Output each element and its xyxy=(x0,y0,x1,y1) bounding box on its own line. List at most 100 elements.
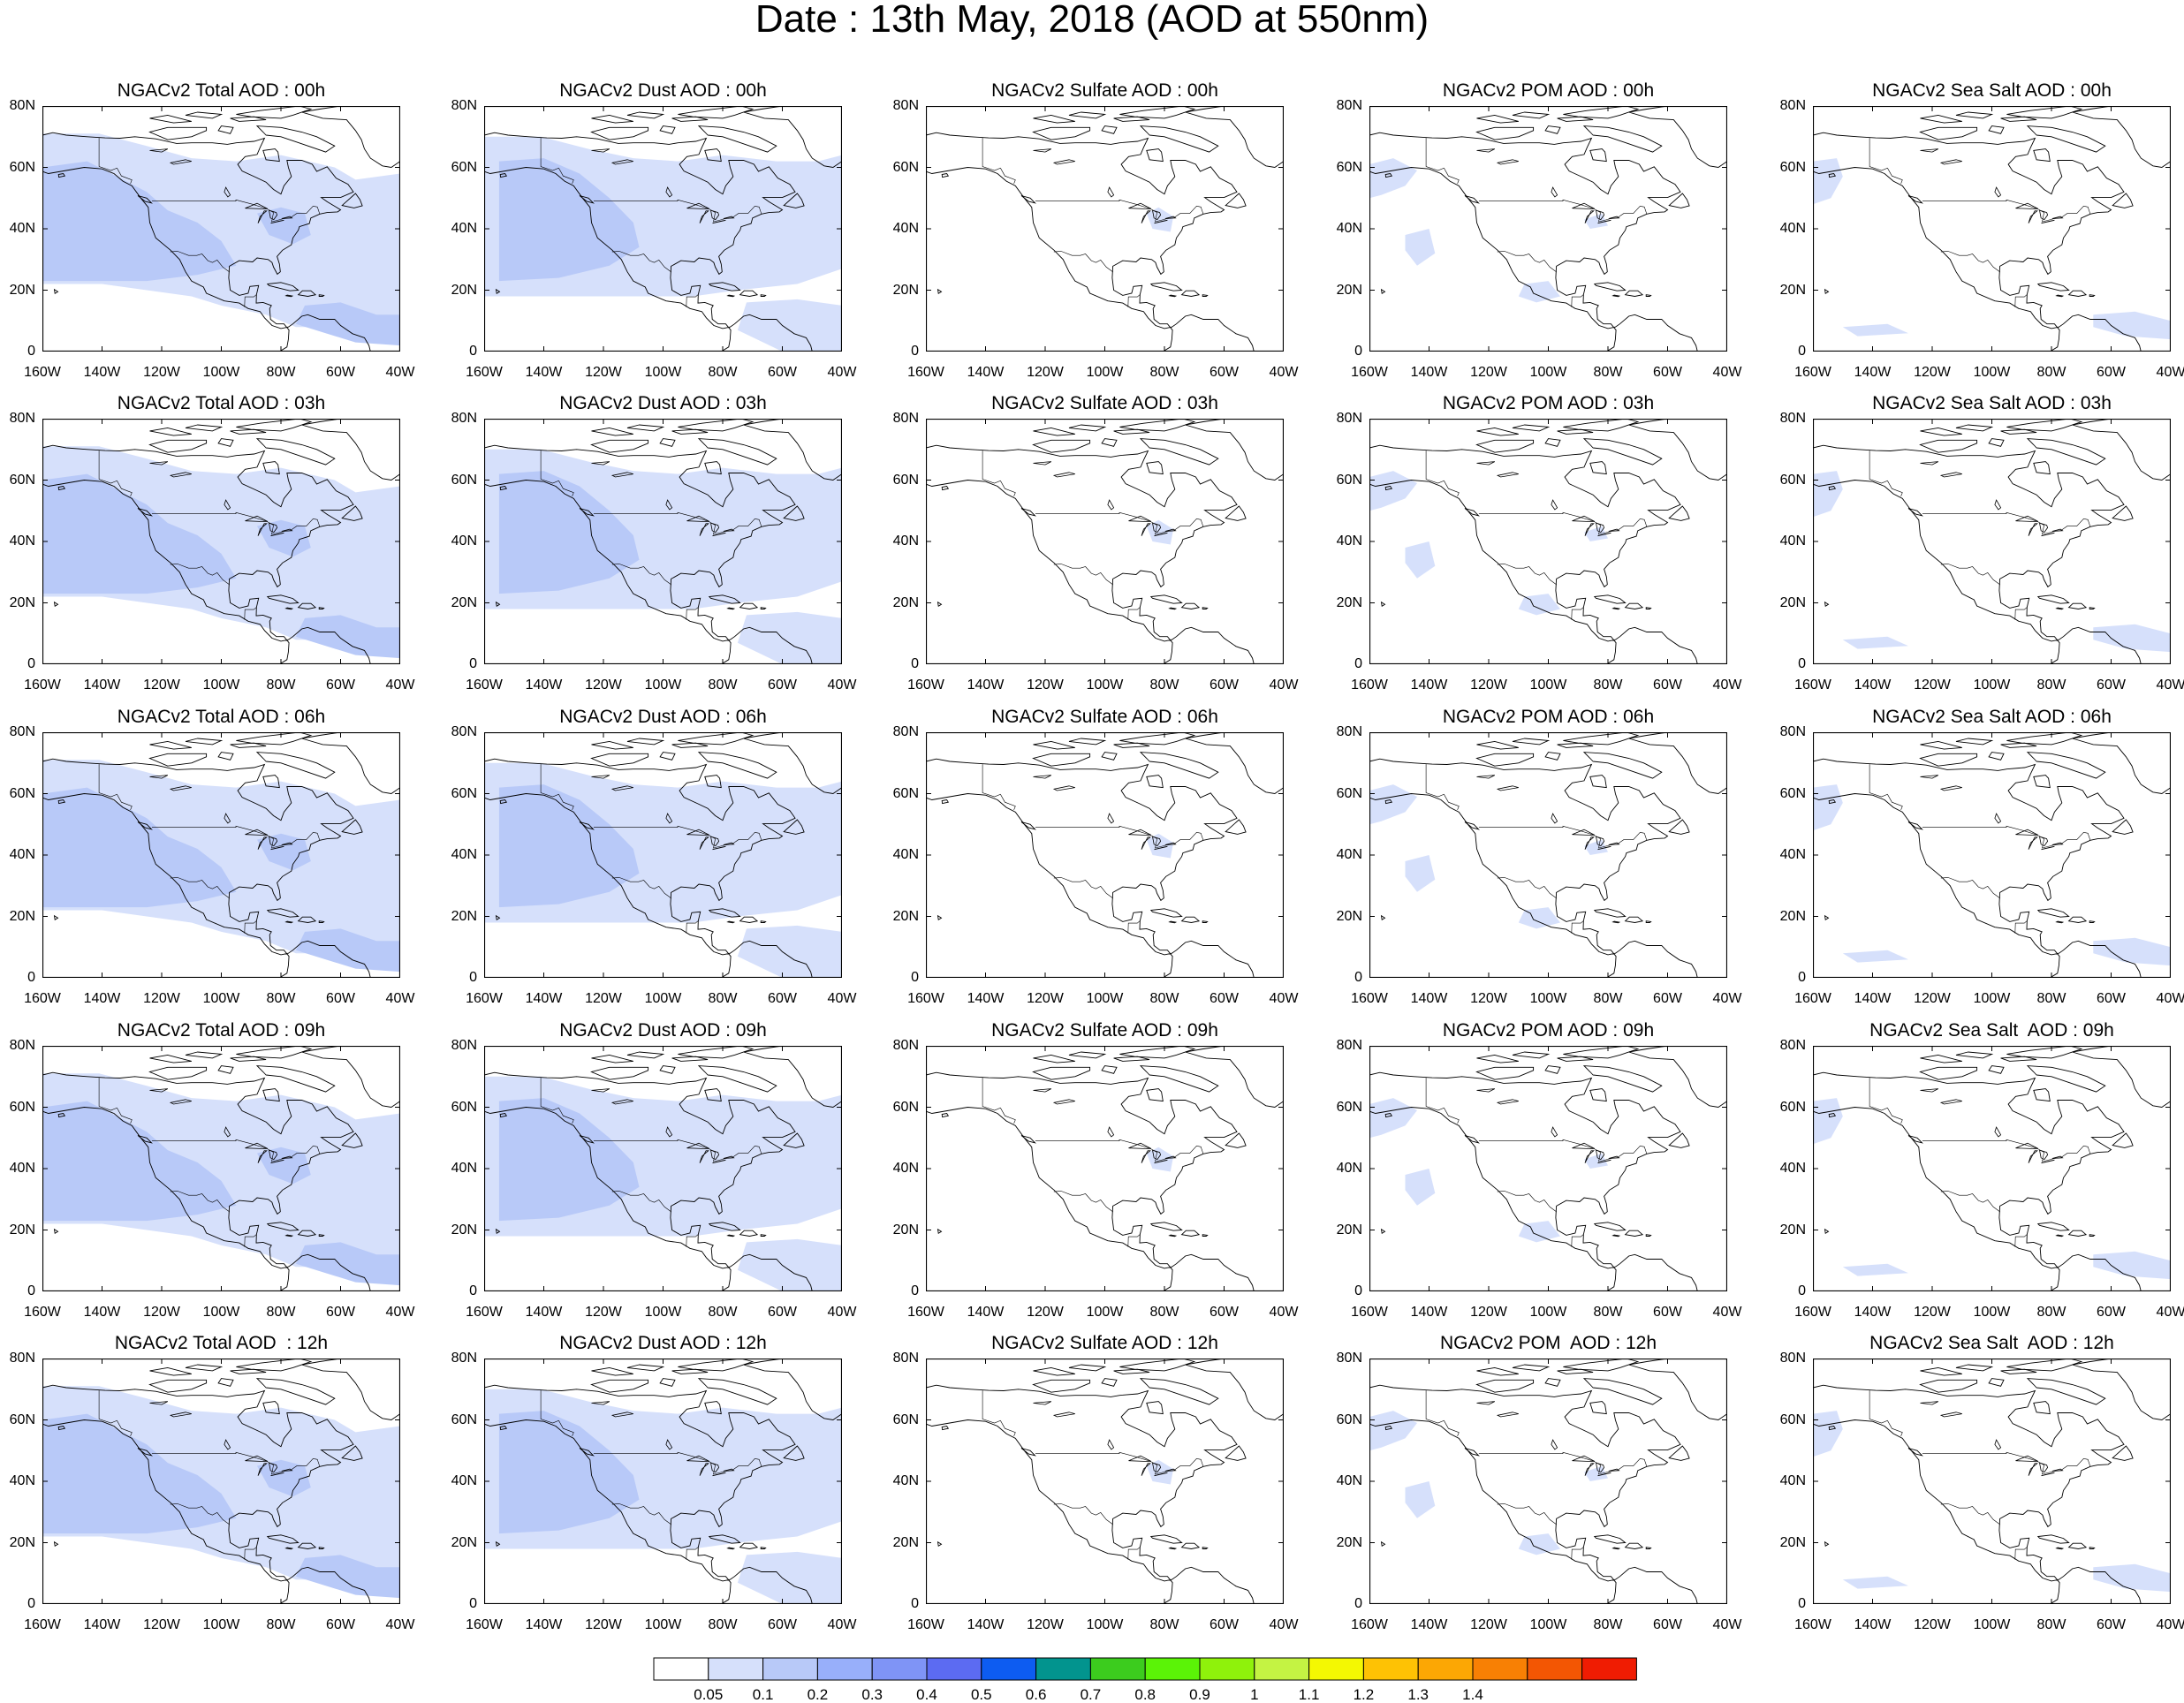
aod-fill-region xyxy=(295,1555,400,1599)
coastline xyxy=(2036,1534,2070,1544)
coastline xyxy=(2072,419,2171,481)
map-frame xyxy=(926,1046,1284,1291)
aod-fill-region xyxy=(295,615,400,659)
colorbar-tick-label: 1.2 xyxy=(1353,1686,1375,1703)
lake-outline xyxy=(1920,148,1938,153)
coastline xyxy=(1955,1364,1994,1372)
lon-tick-label: 160W xyxy=(466,1617,503,1632)
coastline xyxy=(1582,125,1663,153)
lon-tick-label: 100W xyxy=(1086,991,1124,1006)
lat-tick-label: 20N xyxy=(451,1534,477,1550)
coastline xyxy=(1628,1046,1727,1108)
coastline xyxy=(941,173,950,178)
aod-fill-region xyxy=(498,158,640,282)
lake-outline xyxy=(1939,159,1962,165)
coastline xyxy=(1920,427,1962,436)
lake-outline xyxy=(2015,1455,2038,1462)
coastline xyxy=(1180,290,1201,297)
lat-tick-label: 40N xyxy=(9,1161,35,1176)
country-border xyxy=(982,450,1016,497)
country-border xyxy=(98,138,133,185)
country-border xyxy=(1053,1191,1114,1213)
lake-outline xyxy=(1584,210,1595,223)
coastline xyxy=(1988,1065,2005,1074)
coastline xyxy=(297,602,317,609)
lake-outline xyxy=(709,522,720,534)
lon-tick-label: 80W xyxy=(708,1305,738,1320)
aod-fill-region xyxy=(42,1101,237,1222)
lon-tick-label: 100W xyxy=(1973,991,2011,1006)
coastline xyxy=(301,732,400,794)
lon-tick-label: 120W xyxy=(143,1305,180,1320)
coastline xyxy=(149,740,192,750)
map-frame xyxy=(1369,1046,1727,1291)
aod-fill-region xyxy=(2093,937,2171,966)
lake-outline xyxy=(699,210,709,223)
lon-tick-label: 100W xyxy=(202,677,240,693)
lon-tick-label: 100W xyxy=(1529,365,1567,380)
panel-title: NGACv2 POM AOD : 12h xyxy=(1439,1333,1657,1353)
coastline xyxy=(704,148,722,163)
panel-title: NGACv2 Dust AOD : 06h xyxy=(559,707,767,727)
lon-tick-label: 60W xyxy=(326,677,355,693)
coastline xyxy=(499,486,508,491)
lat-tick-label: 20N xyxy=(1336,908,1362,924)
coastline xyxy=(1828,799,1837,805)
aod-fill-region xyxy=(42,787,237,908)
lon-tick-label: 40W xyxy=(827,677,857,693)
lake-outline xyxy=(1584,1463,1595,1476)
coastline xyxy=(626,424,665,432)
colorbar-swatch xyxy=(1527,1657,1583,1681)
coastline xyxy=(1185,106,1284,168)
coastline xyxy=(1149,1534,1183,1544)
country-border xyxy=(170,877,231,899)
lon-tick-label: 80W xyxy=(2036,1617,2066,1632)
lake-outline xyxy=(1154,1472,1168,1477)
lon-tick-label: 100W xyxy=(202,991,240,1006)
coastline xyxy=(1139,1378,1219,1405)
coastline xyxy=(495,601,501,608)
coastline xyxy=(1032,126,1091,140)
coastline xyxy=(783,1132,805,1148)
coastline xyxy=(301,106,400,168)
lat-tick-label: 0 xyxy=(911,1283,919,1298)
lake-outline xyxy=(1597,1472,1611,1477)
map-plot xyxy=(1369,1359,1727,1604)
coastline xyxy=(318,607,325,609)
lat-tick-label: 60N xyxy=(451,1099,477,1115)
aod-fill-region xyxy=(2093,1251,2171,1280)
lake-outline xyxy=(665,186,673,198)
lake-outline xyxy=(2028,1463,2038,1476)
lat-tick-label: 40N xyxy=(1336,1473,1362,1488)
coastline xyxy=(1180,916,1201,923)
coastline xyxy=(1139,438,1219,465)
lon-tick-label: 120W xyxy=(1470,1305,1507,1320)
lake-outline xyxy=(1595,1149,1605,1161)
lon-tick-label: 80W xyxy=(2036,365,2066,380)
coastline xyxy=(1824,914,1830,921)
lon-tick-label: 140W xyxy=(525,1617,563,1632)
lake-outline xyxy=(2038,522,2049,534)
aod-fill-region xyxy=(1405,1481,1436,1518)
lon-tick-label: 80W xyxy=(708,365,738,380)
coastline xyxy=(1168,1547,1178,1550)
map-panel: NGACv2 Total AOD : 00h 80N 60N 40N 20N 0 160W 1… xyxy=(0,81,442,395)
lake-outline xyxy=(712,1159,726,1164)
lat-tick-label: 20N xyxy=(451,1222,477,1238)
lat-tick-label: 20N xyxy=(9,908,35,924)
lake-outline xyxy=(610,159,633,165)
country-border xyxy=(98,1390,133,1437)
map-plot xyxy=(1813,1359,2171,1604)
coastline xyxy=(2036,1222,2070,1231)
coastline xyxy=(1582,1065,1663,1093)
lon-tick-label: 140W xyxy=(1854,1617,1892,1632)
coastline xyxy=(783,505,805,521)
coastline xyxy=(2000,116,2037,122)
coastline xyxy=(1907,1135,1923,1144)
coastline xyxy=(941,1113,950,1118)
coastline xyxy=(1033,1054,1075,1063)
coastline xyxy=(1919,1379,1978,1393)
coastline xyxy=(1380,1228,1386,1235)
coastline xyxy=(2067,290,2088,297)
colorbar-swatch xyxy=(1417,1657,1474,1681)
